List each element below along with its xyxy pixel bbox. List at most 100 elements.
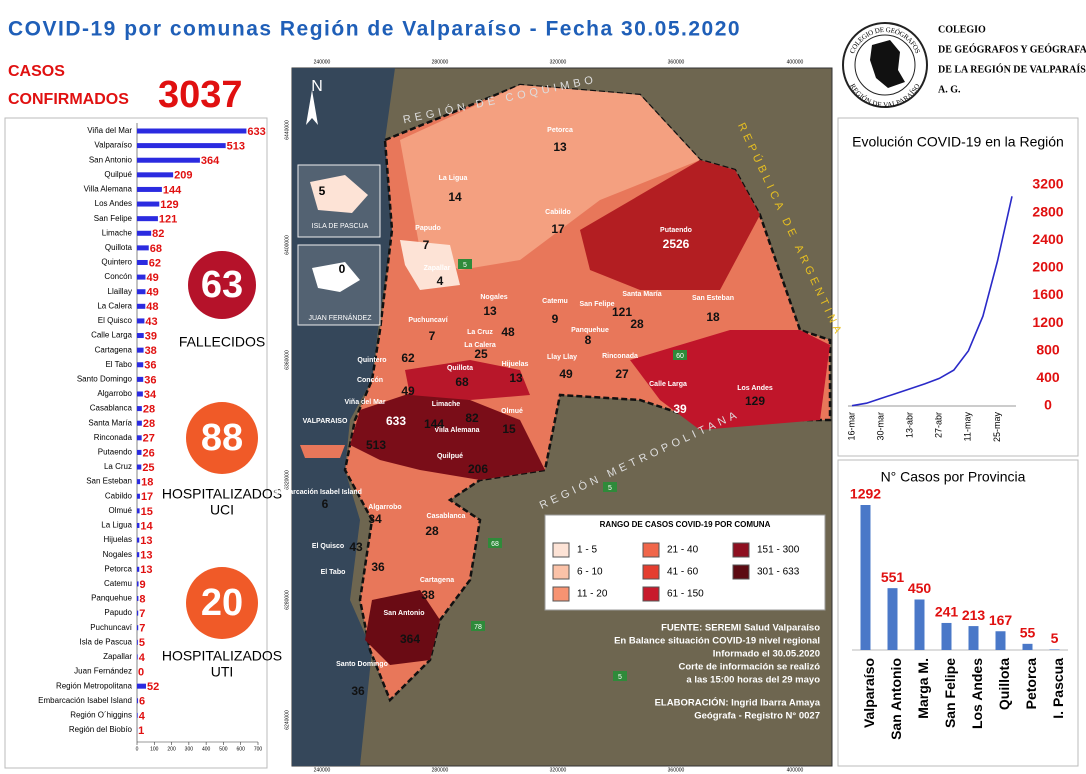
commune-value: 28	[425, 524, 439, 538]
road-number: 68	[491, 541, 499, 548]
uti-circle	[186, 567, 258, 639]
commune-value: 38	[421, 588, 435, 602]
easting: 280000	[432, 767, 449, 773]
commune-name: Concón	[357, 377, 383, 384]
y-tick-label: 1600	[1032, 286, 1063, 302]
bar	[137, 464, 142, 470]
line	[851, 196, 1013, 407]
bar	[137, 201, 160, 207]
category-label: Juan Fernández	[74, 667, 132, 676]
northing: 6360000	[284, 350, 290, 370]
legend-label: 21 - 40	[667, 545, 699, 556]
org-line: A. G.	[938, 84, 961, 95]
value-label: 15	[141, 506, 153, 518]
x-tick-label: 600	[237, 746, 246, 752]
source-line: a las 15:00 horas del 29 mayo	[686, 675, 820, 686]
bar	[860, 505, 871, 650]
commune-value: 62	[401, 351, 415, 365]
commune-name: Llay Llay	[547, 354, 577, 361]
x-tick-label: 400	[202, 746, 211, 752]
inset-value: 5	[319, 184, 326, 198]
bar	[137, 274, 146, 280]
deaths-circle	[188, 251, 256, 319]
commune-name: La Ligua	[439, 175, 468, 182]
northing: 6240000	[284, 710, 290, 730]
x-tick-label: 300	[185, 746, 194, 752]
bar	[137, 566, 140, 572]
zone	[365, 590, 440, 665]
commune-value: 25	[474, 347, 488, 361]
category-label: La Ligua	[101, 521, 132, 530]
category-label: El Quisco	[98, 316, 133, 325]
value-label: 43	[145, 316, 157, 328]
value-label: 18	[141, 477, 153, 489]
commune-value: 4	[437, 274, 444, 288]
category-label: Embarcación Isabel Island	[38, 696, 132, 705]
bar	[137, 230, 152, 236]
value-label: 39	[145, 330, 157, 342]
value-label: 1292	[850, 486, 881, 502]
y-tick-label: 1200	[1032, 314, 1063, 330]
category-label: Villa Alemana	[84, 185, 133, 194]
category-label: Cartagena	[95, 345, 133, 354]
x-tick-label: 25-may	[992, 412, 1002, 443]
commune-name: Puchuncaví	[408, 317, 448, 324]
bar	[914, 599, 925, 650]
value-label: 4	[139, 652, 146, 664]
commune-value: 633	[386, 414, 406, 428]
bar	[137, 303, 146, 309]
legend-swatch	[732, 564, 750, 580]
legend-label: 41 - 60	[667, 567, 699, 578]
x-tick-label: 0	[136, 746, 139, 752]
value-label: 241	[935, 604, 959, 620]
legend-label: 61 - 150	[667, 589, 704, 600]
bar	[137, 172, 174, 178]
inset-island	[310, 175, 368, 213]
legend-swatch	[552, 564, 570, 580]
value-label: 129	[160, 199, 178, 211]
category-label: Quillota	[105, 243, 133, 252]
commune-value: 48	[501, 325, 515, 339]
commune-value: 513	[366, 438, 386, 452]
category-label: Quilpué	[104, 170, 132, 179]
bar	[137, 552, 140, 558]
commune-value: 6	[322, 497, 329, 511]
cases-label: CASOS	[8, 63, 65, 80]
chart-title: Evolución COVID-19 en la Región	[852, 134, 1064, 150]
bar	[137, 625, 139, 631]
uci-label: HOSPITALIZADOS	[162, 486, 282, 502]
category-label: San Esteban	[86, 477, 132, 486]
zone	[580, 160, 760, 290]
category-label: Santa María	[88, 418, 132, 427]
value-label: 121	[159, 214, 177, 226]
x-tick-label: 16-mar	[846, 412, 856, 441]
commune-name: San Esteban	[692, 295, 734, 302]
commune-name: Hijuelas	[502, 361, 529, 368]
bar	[137, 449, 142, 455]
zone	[400, 240, 460, 290]
legend-label: 11 - 20	[577, 589, 608, 600]
bar	[137, 376, 144, 382]
bar	[137, 508, 140, 514]
legend-label: 151 - 300	[757, 545, 800, 556]
bar	[137, 537, 140, 543]
bar	[137, 522, 140, 528]
value-label: 25	[142, 462, 154, 474]
uti-value: 20	[201, 582, 243, 624]
cases-value: 3037	[158, 74, 243, 116]
bar	[1022, 643, 1033, 650]
commune-value: 364	[400, 632, 420, 646]
commune-name: Nogales	[480, 294, 507, 301]
commune-name: Santo Domingo	[336, 661, 388, 668]
northing: 6400000	[284, 235, 290, 255]
commune-value: 14	[448, 190, 462, 204]
commune-value: 15	[502, 422, 516, 436]
road-number: 5	[618, 674, 622, 681]
easting: 400000	[787, 59, 804, 65]
category-label: Concón	[104, 272, 132, 281]
bar	[887, 588, 898, 650]
value-label: 5	[139, 637, 145, 649]
value-label: 450	[908, 580, 932, 596]
zone	[400, 85, 700, 270]
source-line: Corte de información se realizó	[679, 662, 821, 673]
